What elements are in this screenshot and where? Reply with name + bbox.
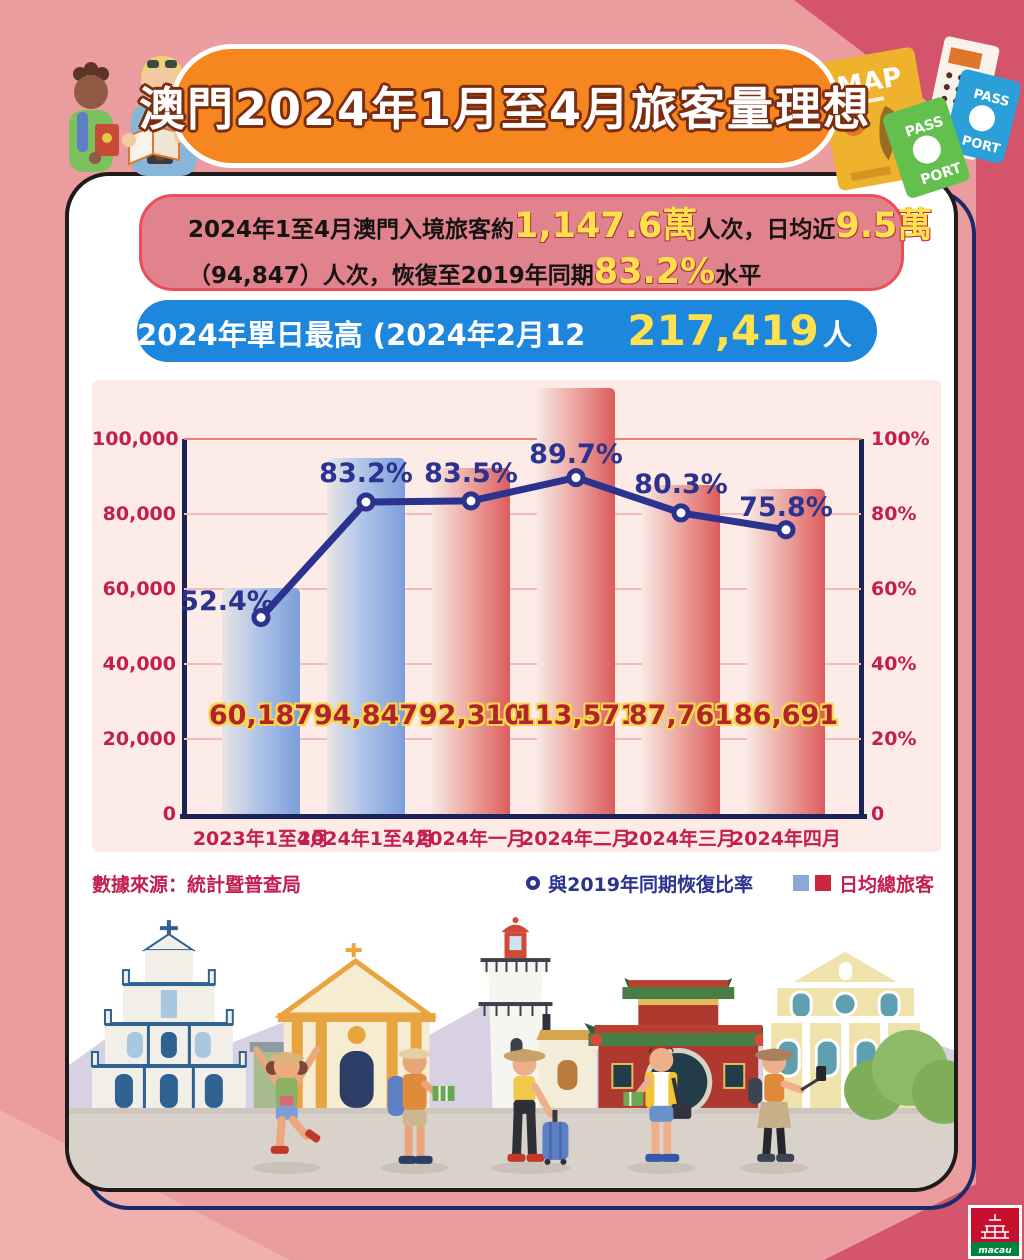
summary-box: 2024年1至4月澳門入境旅客約1,147.6萬人次，日均近9.5萬 （94,8… xyxy=(139,194,932,292)
gridline xyxy=(184,438,861,440)
shadow xyxy=(740,1161,809,1174)
shadow xyxy=(627,1161,696,1174)
ruins-of-st-paul xyxy=(90,920,247,1108)
y-axis-tick-right: 40% xyxy=(871,653,917,675)
x-axis-label: 2023年1至4月 xyxy=(192,828,330,850)
summary-highlight: 83.2% xyxy=(593,252,716,292)
y-axis-tick-left: 100,000 xyxy=(92,428,179,450)
summary-text: 人次，日均近 xyxy=(697,217,836,243)
line-point-label: 89.7% xyxy=(529,438,623,470)
y-axis-tick-left: 60,000 xyxy=(102,578,176,600)
bar-value-label: 92,310 xyxy=(418,700,524,731)
shadow xyxy=(490,1161,571,1174)
passport-blue-icon: PASS PORT xyxy=(943,69,1022,164)
shadow xyxy=(380,1161,449,1174)
x-axis-label: 2024年四月 xyxy=(731,828,841,850)
summary-text: （94,847）人次，恢復至2019年同期 xyxy=(188,263,594,289)
legend-bar-series: 日均總旅客 xyxy=(792,870,934,897)
y-axis-tick-left: 80,000 xyxy=(102,503,176,525)
y-axis-tick-left: 0 xyxy=(162,803,176,825)
line-marker-icon xyxy=(526,876,541,890)
tourist-woman-with-suitcase xyxy=(503,1048,569,1165)
shadow xyxy=(252,1161,321,1174)
gridline xyxy=(184,738,861,740)
peak-number: 217,419 xyxy=(627,306,819,355)
right-y-axis xyxy=(859,439,864,819)
bar-value-label: 86,691 xyxy=(733,700,839,731)
background-side-shape xyxy=(976,120,1024,1260)
summary-highlight: 9.5萬 xyxy=(835,206,933,246)
page-title: 澳門2024年1月至4月旅客量理想 xyxy=(138,82,872,136)
legend-row: 數據來源：統計暨普查局 與2019年同期恢復比率 日均總旅客 xyxy=(92,868,934,898)
x-axis-label: 2024年一月 xyxy=(416,828,526,850)
summary-text: 2024年1至4月澳門入境旅客約 xyxy=(188,217,515,243)
bar-2024年三月 xyxy=(642,484,720,814)
summary-highlight: 1,147.6萬 xyxy=(514,206,698,246)
main-card: 2024年1至4月澳門入境旅客約1,147.6萬人次，日均近9.5萬 （94,8… xyxy=(65,172,958,1192)
bar-2024年四月 xyxy=(747,488,825,814)
bar-2024年一月 xyxy=(432,467,510,814)
red-bar-swatch-icon xyxy=(814,875,831,891)
x-axis-label: 2024年1至4月 xyxy=(297,828,435,850)
tourist-girl-jumping xyxy=(253,1046,321,1154)
bar-value-label: 94,847 xyxy=(313,700,419,731)
guia-lighthouse xyxy=(478,917,603,1108)
bar-value-label: 113,571 xyxy=(516,700,639,731)
macau-logo: macau xyxy=(968,1205,1022,1259)
tourists-illustration xyxy=(35,28,220,178)
peak-label: 2024年單日最高 (2024年2月12日)： xyxy=(137,318,586,396)
line-point-label: 83.5% xyxy=(424,457,518,489)
macau-skyline-illustration xyxy=(69,900,954,1188)
logo-text: macau xyxy=(978,1246,1012,1256)
legend-line-series: 與2019年同期恢復比率 xyxy=(526,870,753,897)
legend-bar-label: 日均總旅客 xyxy=(838,873,934,896)
summary-line-2: （94,847）人次，恢復至2019年同期83.2%水平 xyxy=(188,251,901,297)
y-axis-tick-right: 60% xyxy=(871,578,917,600)
summary-line-1: 2024年1至4月澳門入境旅客約1,147.6萬人次，日均近9.5萬 xyxy=(188,205,932,251)
gridline xyxy=(184,663,861,665)
ground-edge xyxy=(69,1107,954,1114)
bar-2024年1至4月 xyxy=(327,458,405,814)
summary-text: 水平 xyxy=(715,263,762,289)
y-axis-tick-left: 40,000 xyxy=(102,653,176,675)
ground xyxy=(69,1107,954,1188)
line-point-label: 52.4% xyxy=(180,585,274,617)
y-axis-tick-right: 0 xyxy=(871,803,885,825)
tourist-backpacker-with-map xyxy=(387,1047,455,1164)
x-axis-label: 2024年二月 xyxy=(521,828,631,850)
line-point-label: 80.3% xyxy=(634,468,728,500)
legend-line-label: 與2019年同期恢復比率 xyxy=(548,873,753,896)
left-y-axis xyxy=(182,439,187,819)
bushes xyxy=(844,1030,954,1124)
x-axis xyxy=(180,814,867,819)
title-banner: 澳門2024年1月至4月旅客量理想 xyxy=(139,44,869,168)
bar-value-label: 87,761 xyxy=(628,700,734,731)
line-point-label: 75.8% xyxy=(739,491,833,523)
travel-documents-illustration: MAP PASS PORT PASS PORT xyxy=(805,22,1022,200)
tourist-with-passport xyxy=(69,62,119,172)
passport-green-icon: PASS PORT xyxy=(883,97,970,198)
logo-ruins-icon xyxy=(981,1214,1009,1239)
bar-value-label: 60,187 xyxy=(208,700,314,731)
peak-day-box: 2024年單日最高 (2024年2月12日)： 217,419 人次 xyxy=(137,300,877,396)
blue-bar-swatch-icon xyxy=(792,875,809,891)
data-source: 數據來源：統計暨普查局 xyxy=(92,873,302,896)
x-axis-label: 2024年三月 xyxy=(626,828,736,850)
y-axis-tick-right: 20% xyxy=(871,728,917,750)
y-axis-tick-right: 100% xyxy=(871,428,930,450)
chart-legend: 與2019年同期恢復比率 日均總旅客 xyxy=(526,870,934,897)
tourist-woman-selfie-stick xyxy=(748,1048,827,1162)
visitors-chart: 0 0 20,000 20% 40,000 40% 60,000 60% 80,000 80% 10… xyxy=(92,380,941,852)
y-axis-tick-left: 20,000 xyxy=(102,728,176,750)
line-point-label: 83.2% xyxy=(319,458,413,489)
tourist-man-yellow-jacket xyxy=(623,1044,692,1162)
y-axis-tick-right: 80% xyxy=(871,503,917,525)
